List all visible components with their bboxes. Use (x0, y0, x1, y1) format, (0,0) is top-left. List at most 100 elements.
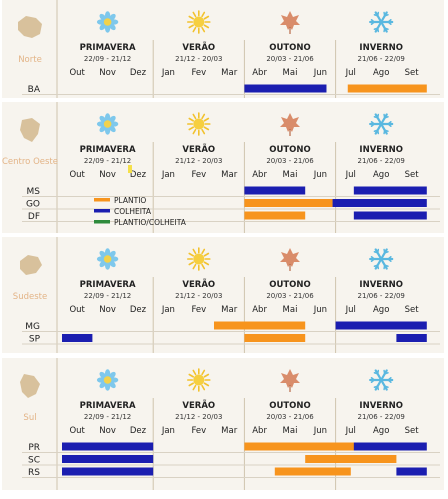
season-dates: 20/03 - 21/06 (266, 292, 314, 300)
season-name: VERÃO (182, 279, 215, 290)
season-dates: 22/09 - 21/12 (84, 55, 131, 63)
month-tick-label: Jul (345, 305, 356, 315)
month-tick-label: Nov (99, 305, 116, 315)
state-label: DF (28, 212, 40, 222)
text-cursor-icon (128, 165, 132, 173)
month-tick-label: Fev (191, 68, 206, 78)
season-name: VERÃO (182, 144, 215, 155)
season-dates: 21/06 - 22/09 (358, 55, 405, 63)
colheita-bar (353, 211, 427, 220)
month-tick-label: Fev (191, 426, 206, 436)
maple-leaf-icon (280, 11, 300, 34)
maple-leaf-icon (280, 369, 300, 392)
month-tick-label: Mai (283, 305, 298, 315)
month-tick-label: Set (405, 68, 420, 78)
snowflake-icon (369, 11, 394, 33)
snowflake-icon (369, 248, 394, 270)
season-dates: 22/09 - 21/12 (84, 292, 131, 300)
snowflake-icon (369, 369, 394, 391)
month-tick-label: Abr (252, 68, 267, 78)
legend-swatch (94, 209, 110, 213)
legend-swatch (94, 198, 110, 202)
region-map-icon (20, 118, 40, 142)
plantio-bar (347, 84, 427, 93)
month-tick-label: Mai (283, 426, 298, 436)
season-name: PRIMAVERA (80, 145, 136, 155)
month-tick-label: Out (69, 68, 85, 78)
month-tick-label: Out (69, 305, 85, 315)
month-tick-label: Jul (345, 68, 356, 78)
month-tick-label: Nov (99, 426, 116, 436)
season-name: OUTONO (269, 280, 311, 290)
season-dates: 22/09 - 21/12 (84, 157, 131, 165)
region-label: Norte (18, 55, 42, 65)
plantio-bar (244, 442, 366, 451)
state-label: SC (28, 456, 40, 466)
state-label: SP (29, 335, 41, 345)
plantio-bar (244, 199, 333, 207)
month-tick-label: Out (69, 170, 85, 180)
colheita-bar (396, 334, 427, 342)
panel-background (2, 237, 444, 353)
month-tick-label: Jul (345, 170, 356, 180)
season-name: INVERNO (359, 145, 403, 155)
season-dates: 22/09 - 21/12 (84, 413, 131, 421)
region-map-icon (18, 16, 42, 38)
flower-icon (96, 248, 119, 270)
season-dates: 20/03 - 21/06 (266, 55, 314, 63)
month-tick-label: Jun (313, 68, 327, 78)
flower-icon (96, 369, 119, 391)
month-tick-label: Ago (373, 68, 389, 78)
season-dates: 21/12 - 20/03 (175, 157, 222, 165)
flower-icon (96, 11, 119, 33)
season-dates: 21/12 - 20/03 (175, 413, 222, 421)
month-tick-label: Dez (130, 170, 147, 180)
season-name: INVERNO (359, 401, 403, 411)
season-name: VERÃO (182, 42, 215, 53)
sun-icon (187, 112, 211, 136)
plantio-bar (305, 455, 397, 463)
state-label: GO (26, 200, 40, 210)
month-tick-label: Mar (221, 68, 238, 78)
season-dates: 20/03 - 21/06 (266, 413, 314, 421)
month-tick-label: Dez (130, 68, 147, 78)
month-tick-label: Fev (191, 305, 206, 315)
month-tick-label: Jan (161, 426, 175, 436)
sun-icon (187, 247, 211, 271)
month-tick-label: Jan (161, 68, 175, 78)
colheita-bar (62, 334, 93, 342)
colheita-bar (353, 442, 427, 451)
region-label: Centro Oeste (2, 157, 58, 167)
state-label: RS (28, 468, 40, 478)
legend-label: PLANTIO (114, 196, 146, 205)
month-tick-label: Mar (221, 170, 238, 180)
state-label: MS (27, 187, 41, 197)
colheita-bar (332, 199, 427, 207)
season-dates: 21/06 - 22/09 (358, 292, 405, 300)
season-name: PRIMAVERA (80, 280, 136, 290)
month-tick-label: Nov (99, 170, 116, 180)
region-map-icon (20, 374, 40, 398)
snowflake-icon (369, 113, 394, 135)
season-dates: 21/12 - 20/03 (175, 55, 222, 63)
month-tick-label: Ago (373, 170, 389, 180)
state-label: BA (28, 85, 41, 95)
state-label: PR (28, 443, 40, 453)
month-tick-label: Ago (373, 305, 389, 315)
month-tick-label: Mai (283, 170, 298, 180)
plantio-bar (214, 321, 306, 330)
month-tick-label: Nov (99, 68, 116, 78)
month-tick-label: Set (405, 305, 420, 315)
month-tick-label: Dez (130, 426, 147, 436)
season-name: OUTONO (269, 145, 311, 155)
sun-icon (187, 10, 211, 34)
month-tick-label: Jun (313, 305, 327, 315)
colheita-bar (62, 467, 154, 476)
region-label: Sul (23, 413, 36, 423)
month-tick-label: Abr (252, 426, 267, 436)
maple-leaf-icon (280, 248, 300, 271)
month-tick-label: Abr (252, 305, 267, 315)
season-name: PRIMAVERA (80, 43, 136, 53)
season-name: OUTONO (269, 43, 311, 53)
